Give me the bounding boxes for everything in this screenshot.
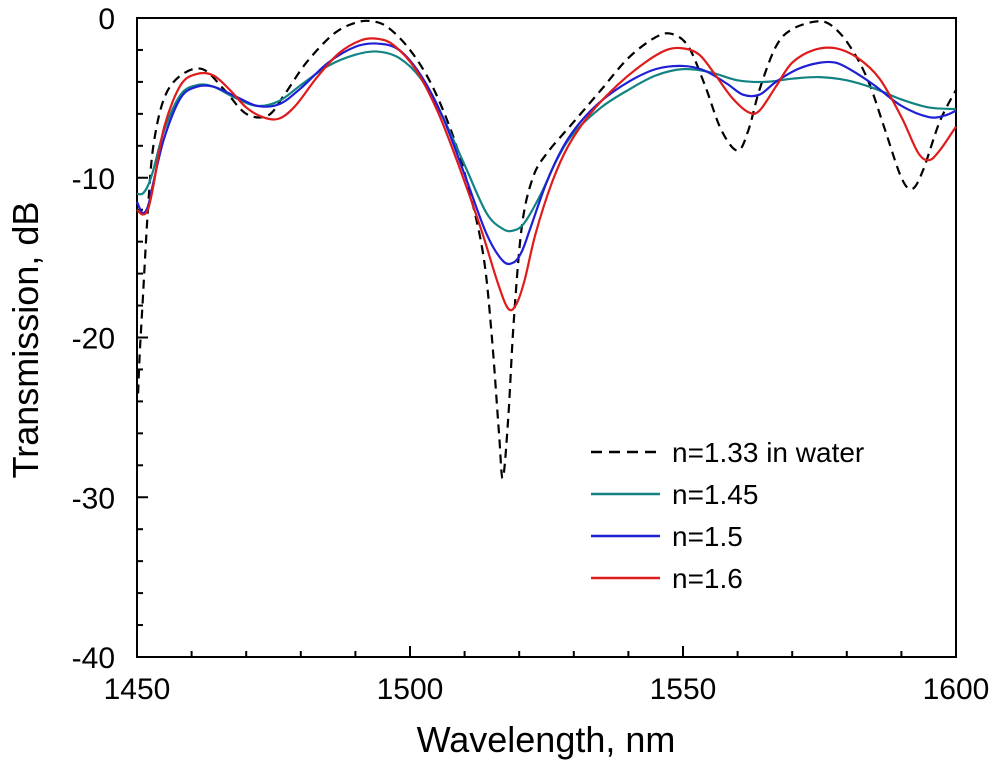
y-tick-label: -10 xyxy=(72,163,115,196)
x-tick-label: 1500 xyxy=(377,673,444,706)
y-tick-label: -20 xyxy=(72,323,115,356)
series-line-n-1-6 xyxy=(136,37,957,312)
series-line-n-1-45 xyxy=(136,50,957,233)
y-tick-label: -40 xyxy=(72,642,115,675)
x-tick-label: 1450 xyxy=(104,673,171,706)
x-axis-title: Wavelength, nm xyxy=(417,719,676,760)
legend-label-n-1-5: n=1.5 xyxy=(672,521,743,552)
series-layer xyxy=(136,19,957,480)
series-line-n-1-33-in-water xyxy=(136,19,957,480)
y-tick-label: -30 xyxy=(72,482,115,515)
x-tick-label: 1550 xyxy=(650,673,717,706)
legend-label-n-1-33-in-water: n=1.33 in water xyxy=(672,437,864,468)
legend-label-n-1-6: n=1.6 xyxy=(672,563,743,594)
series-line-n-1-5 xyxy=(136,42,957,266)
axis-tick-labels: 1450 1500 1550 1600 -40 -30 -20 -10 0 xyxy=(72,3,990,706)
legend-label-n-1-45: n=1.45 xyxy=(672,479,758,510)
plot-area xyxy=(136,17,957,658)
x-tick-label: 1600 xyxy=(923,673,990,706)
axis-ticks xyxy=(136,17,957,658)
y-axis-title: Transmission, dB xyxy=(5,202,46,479)
legend: n=1.33 in water n=1.45 n=1.5 n=1.6 xyxy=(591,437,864,594)
y-tick-label: 0 xyxy=(98,3,115,36)
